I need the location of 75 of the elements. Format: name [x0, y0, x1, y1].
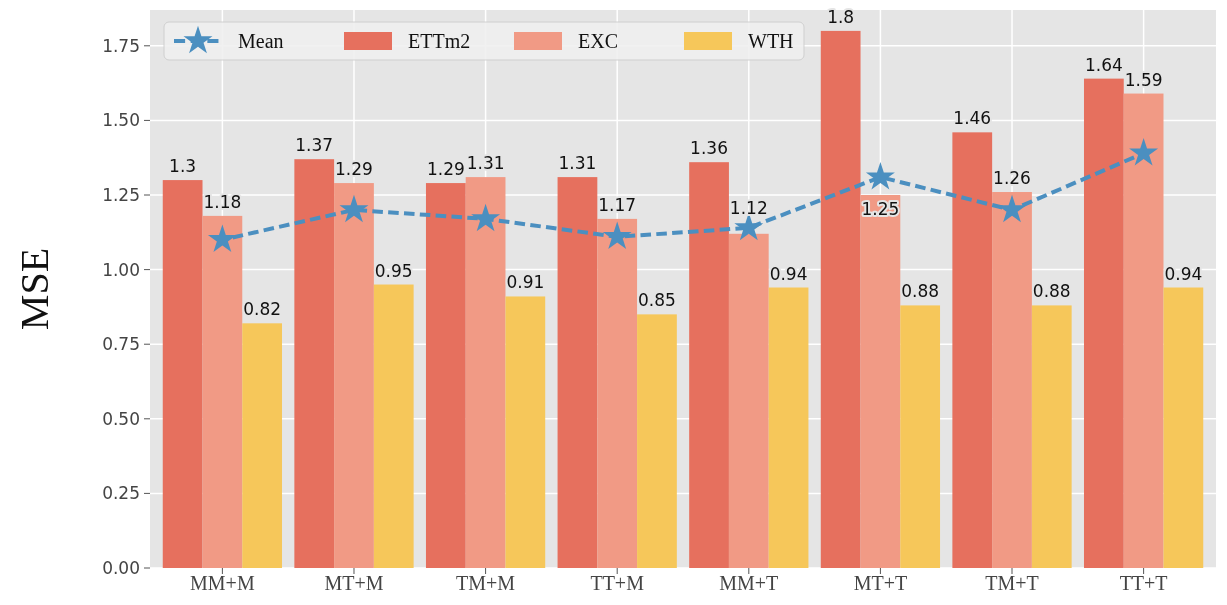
bar [294, 159, 335, 568]
y-tick-label: 0.25 [102, 483, 140, 504]
data-label: 0.88 [1032, 281, 1071, 302]
bar [992, 192, 1032, 568]
x-tick-label: MT+M [324, 572, 384, 594]
bar [373, 284, 414, 568]
x-tick-label: MM+T [719, 572, 779, 594]
bar [162, 180, 203, 568]
data-label: 1.12 [729, 197, 768, 218]
legend-label: Mean [238, 30, 284, 52]
bar [728, 233, 769, 568]
y-tick-label: 1.75 [102, 35, 140, 56]
y-tick-label: 1.00 [102, 259, 140, 280]
data-label: 1.59 [1124, 69, 1163, 90]
bar [425, 183, 466, 568]
bar [557, 177, 598, 568]
data-label: 1.17 [598, 194, 637, 215]
data-label: 1.25 [861, 199, 900, 220]
point [865, 161, 895, 190]
bar [689, 162, 729, 568]
y-tick-label: 0.00 [102, 557, 140, 578]
point [1129, 138, 1159, 166]
bar [242, 323, 283, 568]
bar [860, 195, 901, 568]
data-label: 0.91 [506, 272, 545, 293]
x-tick-label: TT+M [590, 572, 645, 594]
point [339, 194, 369, 223]
bar [465, 177, 506, 568]
data-label: 1.29 [426, 159, 465, 180]
data-label: 1.37 [295, 135, 334, 156]
legend-label: ETTm2 [408, 30, 471, 52]
x-tick-label: TM+M [456, 572, 516, 594]
bar [334, 183, 374, 568]
y-tick-label: 0.75 [102, 334, 140, 355]
data-label: 0.82 [243, 299, 282, 320]
bar [952, 132, 993, 568]
x-tick-label: MT+T [853, 572, 908, 594]
bar [900, 305, 941, 568]
data-label: 0.85 [638, 290, 676, 311]
x-tick-label: TT+T [1119, 572, 1168, 594]
data-label: 1.3 [169, 156, 197, 177]
bar [202, 215, 243, 568]
y-tick-label: 1.25 [102, 184, 140, 205]
data-label: 0.94 [769, 263, 808, 284]
data-label: 1.31 [558, 153, 597, 174]
data-label: 0.94 [1164, 263, 1203, 284]
data-label: 1.31 [466, 153, 505, 174]
point [471, 203, 501, 232]
data-label: 1.8 [827, 6, 855, 27]
data-label: 1.36 [690, 138, 728, 159]
bar [1083, 78, 1124, 568]
x-tick-label: MM+M [190, 572, 255, 594]
bar [505, 296, 546, 568]
bar [597, 218, 638, 568]
data-label: 1.29 [335, 159, 373, 180]
legend-label: WTH [748, 30, 794, 52]
data-label: 1.26 [993, 168, 1031, 189]
x-tick-label: TM+T [985, 572, 1039, 594]
data-label: 0.95 [374, 260, 413, 281]
bar [768, 287, 809, 568]
data-label: 1.46 [953, 108, 992, 129]
point [207, 224, 237, 253]
y-tick-label: 1.50 [102, 110, 140, 131]
bar [637, 314, 677, 568]
bar [1123, 93, 1164, 568]
legend-label: EXC [578, 30, 618, 52]
data-label: 1.18 [203, 191, 242, 212]
y-axis-title: MSE [12, 247, 57, 331]
point [602, 221, 632, 250]
data-label: 0.88 [901, 281, 940, 302]
bar [1163, 287, 1204, 568]
data-label: 1.64 [1084, 54, 1123, 75]
y-tick-label: 0.50 [102, 408, 140, 429]
bar [820, 30, 861, 568]
bar [1031, 305, 1072, 568]
